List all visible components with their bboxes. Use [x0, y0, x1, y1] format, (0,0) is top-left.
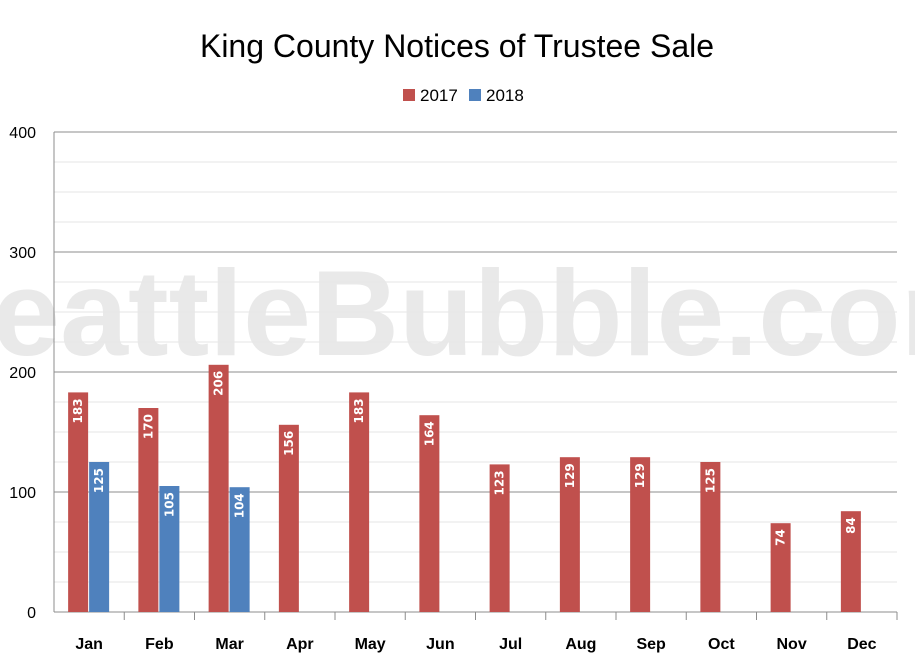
y-tick-label: 400	[9, 125, 36, 142]
data-label: 125	[92, 468, 106, 493]
data-label: 164	[422, 421, 436, 446]
x-tick-label: Mar	[215, 636, 243, 653]
gridlines	[54, 131, 897, 613]
x-tick-label: Apr	[286, 636, 314, 653]
bar-2017-dec	[840, 511, 861, 612]
x-tick-label: Aug	[565, 636, 596, 653]
data-label: 105	[162, 492, 176, 517]
x-tick-label: Feb	[145, 636, 174, 653]
bar-2017-may	[349, 392, 370, 612]
x-tick-label: May	[355, 636, 386, 653]
y-tick-label: 100	[9, 485, 36, 502]
bar-2017-apr	[278, 424, 299, 612]
data-labels: 183 125 170 105 206 104 156 183 164 123 129 129 125 7…	[71, 371, 858, 546]
data-label: 125	[703, 468, 717, 493]
bar-2018-mar	[229, 487, 250, 612]
bar-2018-jan	[89, 462, 110, 612]
data-label: 123	[493, 470, 507, 495]
data-label: 129	[633, 463, 647, 488]
legend-label-2018: 2018	[486, 86, 524, 105]
bar-2018-feb	[159, 486, 180, 612]
legend: 2017 2018	[403, 86, 524, 105]
data-label: 183	[352, 398, 366, 423]
x-tick-label: Jul	[499, 636, 522, 653]
x-tick-label: Jun	[426, 636, 454, 653]
bars	[68, 364, 861, 612]
legend-label-2017: 2017	[420, 86, 458, 105]
bar-2017-jun	[419, 415, 440, 612]
data-label: 129	[563, 463, 577, 488]
x-tick-label: Dec	[847, 636, 876, 653]
x-tick-label: Oct	[708, 636, 735, 653]
data-label: 183	[71, 398, 85, 423]
data-label: 84	[844, 517, 858, 534]
x-tick-label: Jan	[75, 636, 103, 653]
legend-swatch-2017	[403, 89, 415, 101]
bar-2017-mar	[208, 364, 229, 612]
chart-title: King County Notices of Trustee Sale	[200, 28, 714, 64]
bar-2017-oct	[700, 462, 721, 612]
x-axis: Jan Feb Mar Apr May Jun Jul Aug Sep Oct Nov Dec	[75, 612, 898, 653]
y-tick-label: 300	[9, 245, 36, 262]
y-tick-label: 0	[27, 605, 36, 622]
y-tick-label: 200	[9, 365, 36, 382]
x-tick-label: Sep	[636, 636, 666, 653]
legend-swatch-2018	[469, 89, 481, 101]
bar-2017-sep	[630, 457, 651, 612]
bar-2017-jul	[489, 464, 510, 612]
data-label: 74	[774, 529, 788, 546]
bar-2017-feb	[138, 408, 159, 612]
data-label: 156	[282, 431, 296, 456]
y-axis: 0 100 200 300 400	[9, 125, 55, 622]
bar-2017-nov	[770, 523, 791, 612]
data-label: 170	[141, 414, 155, 439]
watermark-text: SeattleBubble.com	[0, 245, 915, 381]
data-label: 104	[233, 493, 247, 518]
bar-2017-aug	[559, 457, 580, 612]
x-tick-label: Nov	[777, 636, 807, 653]
data-label: 206	[212, 371, 226, 396]
bar-2017-jan	[68, 392, 89, 612]
